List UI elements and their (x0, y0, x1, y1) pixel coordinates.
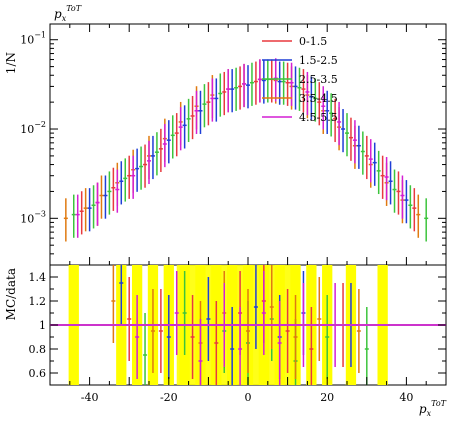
legend-label: 0-1.5 (299, 35, 327, 48)
main-y-tick-label: 10−1 (20, 31, 46, 47)
x-tick-label: 20 (320, 391, 334, 404)
legend: 0-1.5 1.5-2.5 2.5-3.5 3.5-4.5 4.5-5.5 (262, 35, 338, 124)
x-axis-title-base: p (419, 402, 427, 416)
ratio-y-ticks: 0.6 0.8 1 1.2 1.4 (29, 264, 446, 386)
main-y-tick-label-exp: −1 (34, 31, 46, 40)
observable-label-sup: ToT (66, 4, 82, 13)
legend-label: 4.5-5.5 (299, 111, 338, 124)
x-tick-label: 0 (245, 391, 252, 404)
x-tick-label: 40 (399, 391, 413, 404)
legend-label: 3.5-4.5 (299, 92, 338, 105)
main-series-1 (87, 60, 409, 232)
main-y-tick-label-exp: −3 (34, 209, 46, 218)
x-axis-title: pxToT (419, 399, 447, 418)
main-y-tick-label-exp: −2 (34, 120, 46, 129)
ratio-y-tick-label: 0.8 (29, 343, 47, 356)
ratio-y-tick-label: 1 (39, 319, 46, 332)
main-y-tick-label-base: 10 (20, 123, 34, 136)
main-y-axis-title: 1/N (4, 52, 18, 74)
main-y-tick-label: 10−3 (20, 209, 46, 225)
ratio-y-tick-label: 1.2 (29, 295, 47, 308)
ratio-series-group (111, 265, 369, 385)
main-series-4 (75, 58, 405, 238)
main-y-tick-label-base: 10 (20, 212, 34, 225)
main-series-2 (71, 59, 429, 242)
main-panel: 1/N 10−110−210−3 0-1.51.5-2.52.5-3.53.5-… (4, 23, 447, 266)
ratio-panel: MC/data 0.6 0.8 1 1.2 1.4 -40 -20 0 20 40 (4, 24, 447, 404)
observable-label-base: p (54, 7, 62, 21)
main-y-tick-label: 10−2 (20, 120, 46, 136)
x-axis-title-sub: x (427, 409, 432, 418)
main-plot-frame (49, 23, 447, 266)
main-y-ticks: 10−110−210−3 (20, 31, 446, 266)
main-y-tick-label-base: 10 (20, 34, 34, 47)
x-axis-title-sup: ToT (431, 399, 447, 408)
x-ticks: -40 -20 0 20 40 (49, 24, 447, 404)
ratio-y-tick-label: 1.4 (29, 271, 47, 284)
legend-label: 1.5-2.5 (299, 54, 338, 67)
main-series-0 (79, 59, 417, 235)
main-series-group (63, 58, 429, 242)
legend-label: 2.5-3.5 (299, 73, 338, 86)
observable-label: pxToT (54, 4, 82, 23)
x-tick-label: -40 (81, 391, 99, 404)
ratio-y-tick-label: 0.6 (29, 367, 47, 380)
ratio-y-axis-title: MC/data (4, 268, 18, 320)
x-tick-label: -20 (160, 391, 178, 404)
observable-label-sub: x (62, 14, 67, 23)
